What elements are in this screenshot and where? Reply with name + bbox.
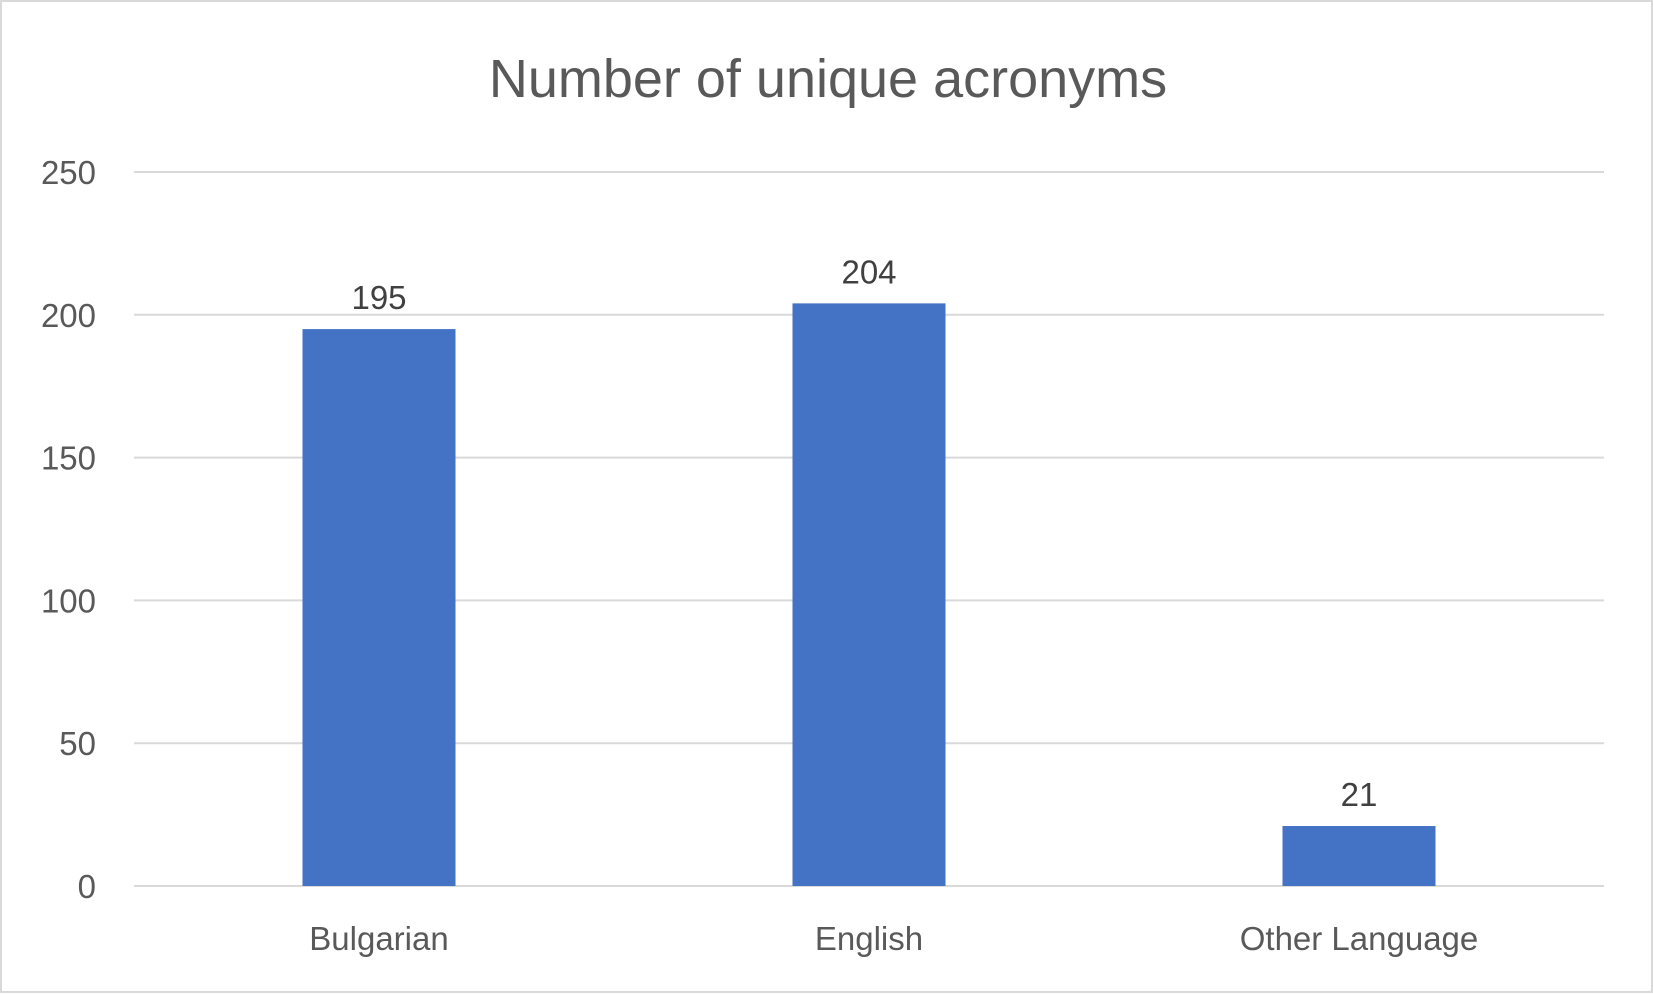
- data-label: 204: [841, 253, 896, 290]
- data-labels: 195 204 21: [351, 253, 1377, 813]
- x-tick-label: Other Language: [1240, 920, 1479, 957]
- data-label: 21: [1341, 776, 1378, 813]
- data-label: 195: [351, 279, 406, 316]
- x-tick-label: Bulgarian: [309, 920, 448, 957]
- y-tick-label: 150: [41, 440, 96, 477]
- x-axis-tick-labels: Bulgarian English Other Language: [309, 920, 1478, 957]
- bar-other-language: [1282, 826, 1436, 886]
- bars: [302, 303, 1436, 887]
- bar-bulgarian: [302, 329, 456, 887]
- y-tick-label: 50: [59, 725, 96, 762]
- chart-title: Number of unique acronyms: [489, 49, 1167, 109]
- bar-english: [792, 303, 946, 887]
- x-tick-label: English: [815, 920, 923, 957]
- y-tick-label: 250: [41, 154, 96, 191]
- y-tick-label: 0: [78, 868, 96, 905]
- y-tick-label: 200: [41, 297, 96, 334]
- y-tick-label: 100: [41, 582, 96, 619]
- y-axis-tick-labels: 0 50 100 150 200 250: [41, 154, 96, 905]
